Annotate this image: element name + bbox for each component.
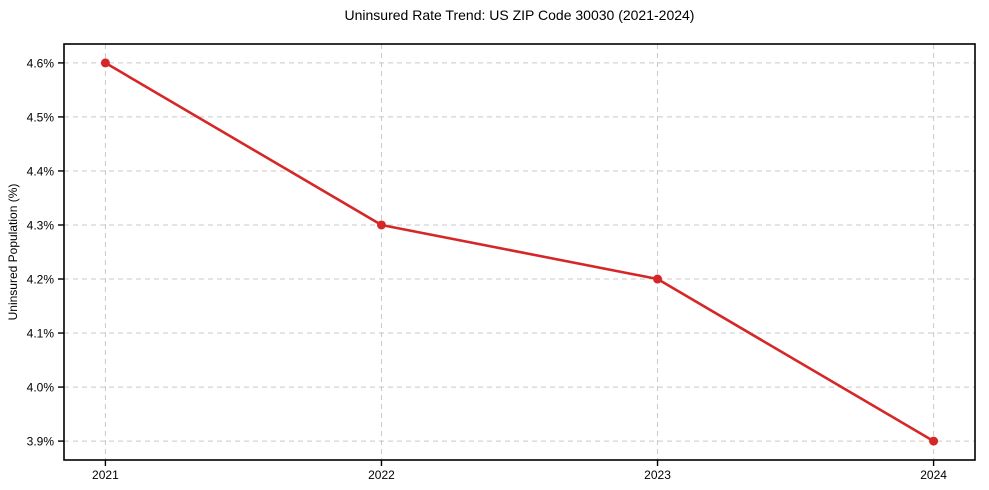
plot-frame [63,43,976,461]
y-tick-label: 4.4% [27,164,55,178]
data-point-2024 [929,436,939,446]
data-point-2021 [100,58,110,68]
y-tick-label: 4.0% [27,381,55,395]
x-tick-label: 2023 [644,468,671,482]
x-tick-label: 2024 [920,468,947,482]
x-tick-label: 2021 [92,468,119,482]
y-tick-label: 3.9% [27,435,55,449]
trend-line [104,61,935,443]
data-point-2023 [653,274,663,284]
y-tick-label: 4.2% [27,273,55,287]
data-point-2022 [376,220,386,230]
y-tick-label: 4.3% [27,218,55,232]
y-tick-label: 4.5% [27,110,55,124]
x-tick-label: 2022 [368,468,395,482]
y-tick-label: 4.1% [27,327,55,341]
y-tick-label: 4.6% [27,56,55,70]
chart-title: Uninsured Rate Trend: US ZIP Code 30030 … [344,7,695,23]
